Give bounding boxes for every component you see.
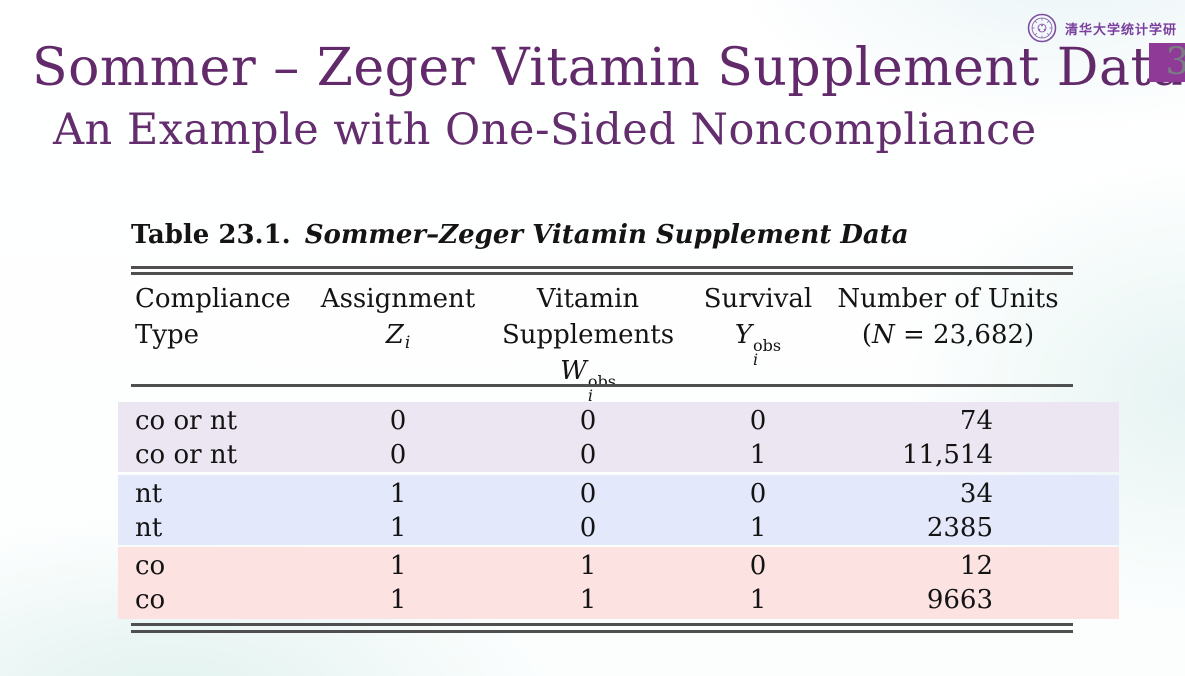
table-caption-title: Sommer–Zeger Vitamin Supplement Data	[304, 220, 909, 250]
table-header-rule	[131, 384, 1073, 387]
page-number-box: 3	[1149, 40, 1185, 83]
header-assignment: Assignment Zi	[320, 284, 476, 353]
table-bottom-rule-1	[131, 623, 1073, 626]
table-row: nt 1 0 0 34	[135, 479, 993, 509]
table-row: nt 1 0 1 2385	[135, 513, 993, 543]
page-number: 3	[1165, 40, 1185, 83]
slide-subtitle: An Example with One-Sided Noncompliance	[53, 105, 1037, 155]
table-row: co 1 1 1 9663	[135, 585, 993, 615]
table-row: co or nt 0 0 0 74	[135, 406, 993, 436]
header-number-of-units: Number of Units (N = 23,682)	[837, 284, 1059, 350]
table-caption: Table 23.1. Sommer–Zeger Vitamin Suppleme…	[131, 221, 909, 249]
table-row: co or nt 0 0 1 11,514	[135, 440, 993, 470]
table-caption-label: Table 23.1.	[131, 220, 291, 250]
row-group-assigned-control: co or nt 0 0 0 74 co or nt 0 0 1 11,514	[118, 402, 1119, 472]
row-group-nevertakers: nt 1 0 0 34 nt 1 0 1 2385	[118, 475, 1119, 545]
institution-name: 清华大学统计学研	[1064, 22, 1177, 38]
table-header-row: Compliance Type Assignment Zi Vitamin Su…	[118, 281, 1132, 405]
table-top-rule-1	[131, 266, 1073, 269]
brand-header: 清华大学统计学研	[1027, 13, 1177, 43]
data-table: Table 23.1. Sommer–Zeger Vitamin Suppleme…	[118, 221, 1119, 641]
row-group-compliers: co 1 1 0 12 co 1 1 1 9663	[118, 547, 1119, 619]
slide-title: Sommer – Zeger Vitamin Supplement Data	[32, 38, 1184, 98]
university-seal-icon	[1027, 13, 1057, 43]
table-top-rule-2	[131, 272, 1073, 275]
header-compliance-type: Compliance Type	[135, 284, 291, 350]
table-row: co 1 1 0 12	[135, 551, 993, 581]
table-bottom-rule-2	[131, 630, 1073, 633]
